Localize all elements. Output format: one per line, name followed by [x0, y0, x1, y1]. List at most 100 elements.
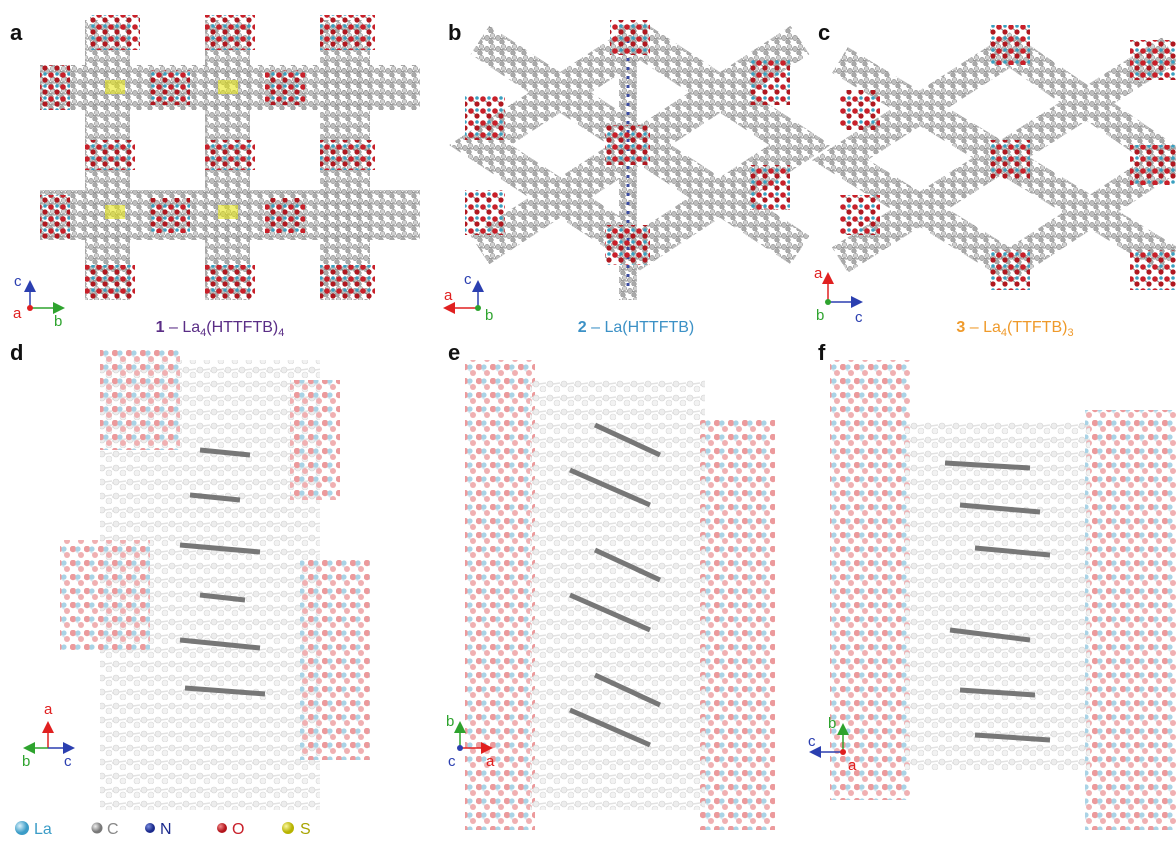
metal-node	[750, 165, 790, 210]
ttf-core	[974, 732, 1051, 743]
structure-d	[60, 350, 370, 810]
panel-label: b	[448, 20, 461, 45]
legend-label: La	[34, 821, 52, 838]
axis-triad-e: b c a	[446, 713, 495, 770]
metal-node	[750, 60, 790, 105]
ttf-core	[593, 547, 662, 583]
axis-label: b	[816, 307, 824, 324]
metal-chain	[100, 350, 180, 450]
legend-label: S	[300, 821, 311, 838]
subscript: 4	[200, 327, 206, 339]
axis-label: a	[13, 305, 22, 322]
metal-node	[465, 190, 505, 235]
metal-node	[320, 265, 375, 300]
metal-node	[320, 15, 375, 50]
ttf-core	[959, 502, 1041, 515]
metal-node	[265, 198, 305, 233]
axis-label: b	[828, 715, 836, 732]
legend-ball	[217, 823, 227, 833]
metal-node	[205, 15, 255, 50]
ttf-core	[568, 467, 652, 508]
ttf-core	[184, 685, 266, 697]
axis-label: a	[814, 265, 823, 282]
axis-label: b	[446, 713, 454, 730]
axis-label: a	[486, 753, 495, 770]
metal-chain	[290, 380, 340, 500]
compound-number: 3	[956, 319, 965, 336]
metal-chain	[1085, 410, 1176, 830]
ttf-core	[944, 460, 1031, 471]
compound-number: 1	[156, 319, 165, 336]
axis-label: c	[855, 309, 863, 326]
caption-text: – La	[965, 319, 1001, 336]
ttf-cores	[944, 460, 1051, 743]
panel-label: c	[818, 20, 830, 45]
axis-origin	[27, 305, 33, 311]
axis-label: a	[44, 701, 53, 718]
ttf-core	[974, 545, 1051, 558]
sulfur	[218, 80, 238, 94]
caption: 1 – La4(HTTFTB)4	[156, 319, 285, 339]
axis-label: c	[448, 753, 456, 770]
panel-label: d	[10, 340, 23, 365]
metal-node	[840, 90, 880, 130]
ttf-core	[568, 707, 652, 748]
ttf-core	[189, 492, 241, 503]
ttf-core	[593, 672, 662, 708]
caption-text: (TTFTB)	[1007, 319, 1067, 336]
metal-node	[205, 265, 255, 300]
metal-node	[465, 95, 505, 140]
metal-node	[85, 140, 135, 170]
axis-label: c	[64, 753, 72, 770]
metal-node	[320, 140, 375, 170]
sulfur	[218, 205, 238, 219]
ttf-core	[179, 637, 261, 651]
legend-label: C	[107, 821, 119, 838]
axis-triad-b: c a b	[443, 271, 493, 324]
compound-number: 2	[578, 319, 587, 336]
sulfur	[105, 205, 125, 219]
axis-triad-c: a b c	[814, 265, 863, 326]
legend-label: O	[232, 821, 244, 838]
ttf-core	[199, 592, 246, 603]
axis-label: b	[485, 307, 493, 324]
metal-node	[150, 198, 190, 233]
caption-text: (HTTFTB)	[206, 319, 278, 336]
ligand-stack	[530, 380, 705, 810]
legend-ball	[91, 822, 103, 834]
ttf-core	[593, 422, 662, 458]
subscript: 4	[278, 327, 284, 339]
axis-label: c	[464, 271, 472, 288]
metal-node	[265, 70, 305, 105]
structure-a	[40, 15, 420, 300]
legend-label: N	[160, 821, 172, 838]
caption: 3 – La4(TTFTB)3	[956, 319, 1073, 339]
metal-node	[1130, 250, 1176, 290]
ttf-core	[199, 447, 251, 458]
metal-node	[840, 195, 880, 235]
caption: 2 – La(HTTFTB)	[578, 319, 694, 336]
metal-chain	[700, 420, 775, 830]
subscript: 4	[1001, 327, 1007, 339]
ttf-cores	[568, 422, 662, 748]
metal-node	[1130, 40, 1176, 80]
metal-chain	[465, 360, 535, 830]
axis-triad-f: b c a	[808, 715, 857, 774]
axis-label: b	[22, 753, 30, 770]
metal-node	[85, 265, 135, 300]
metal-node	[990, 25, 1030, 65]
metal-node	[40, 195, 70, 240]
metal-node	[205, 140, 255, 170]
ligand-stack	[905, 420, 1090, 770]
structure-e	[465, 360, 775, 830]
axis-origin	[840, 749, 846, 755]
ttf-core	[949, 627, 1031, 643]
metal-node	[150, 70, 190, 105]
panel-label: a	[10, 20, 23, 45]
ttf-core	[959, 687, 1036, 698]
structure-b	[449, 19, 831, 300]
structure-c	[811, 25, 1176, 290]
metal-node	[610, 20, 650, 55]
metal-chain	[60, 540, 150, 650]
